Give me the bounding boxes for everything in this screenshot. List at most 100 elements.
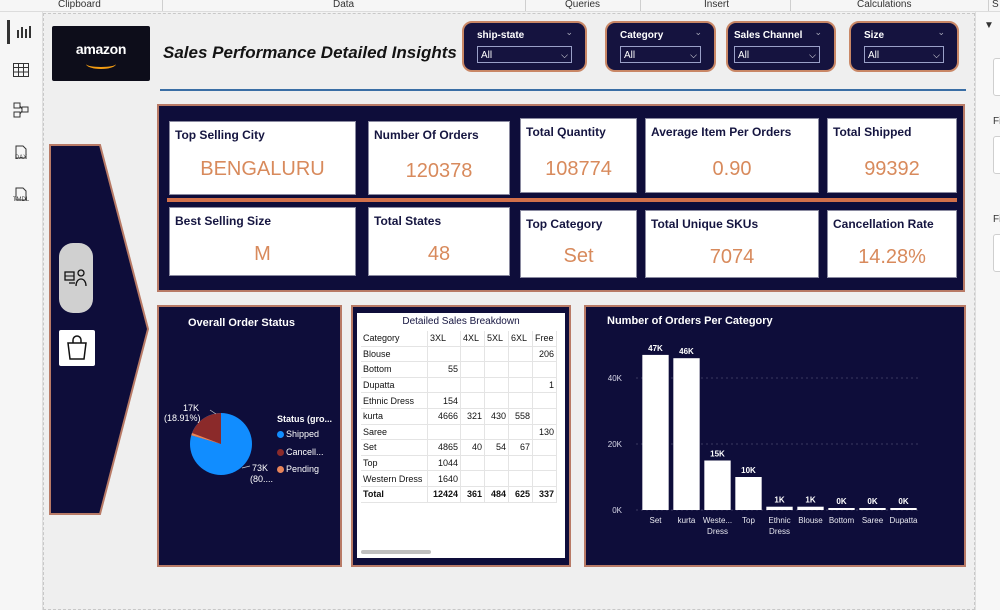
delivery-person-icon (64, 269, 87, 287)
kpi-label: Top Category (526, 217, 603, 231)
matrix-cell (532, 408, 557, 425)
legend-item-shipped[interactable]: Shipped (277, 429, 319, 439)
kpi-card-unique-skus[interactable]: Total Unique SKUs 7074 (645, 210, 819, 278)
sales-breakdown-matrix[interactable]: Detailed Sales Breakdown Category 3XL 4X… (357, 313, 565, 558)
nav-button-detail[interactable] (59, 330, 95, 366)
kpi-card-cancellation[interactable]: Cancellation Rate 14.28% (827, 210, 957, 278)
report-view-icon[interactable] (7, 20, 38, 44)
x-category-label: Ethnic (768, 516, 790, 525)
matrix-horizontal-scrollbar[interactable] (361, 550, 431, 554)
table-row[interactable]: Saree 130 (361, 424, 557, 441)
chevron-down-icon[interactable]: ⌄ (937, 27, 945, 37)
matrix-cell (460, 455, 485, 472)
kpi-value: 0.90 (712, 158, 752, 180)
ribbon-group-clipboard: Clipboard (58, 0, 101, 10)
kpi-value: 7074 (709, 246, 755, 268)
kpi-label: Top Selling City (175, 128, 265, 142)
chevron-down-icon[interactable]: ⌄ (565, 27, 573, 37)
bar-8[interactable] (890, 508, 917, 510)
legend-item-pending[interactable]: Pending (277, 464, 319, 474)
matrix-col-header[interactable]: 5XL (484, 331, 509, 347)
slicer-ship-state[interactable]: ship-state ⌄ All ⌵ (462, 21, 587, 72)
slicer-dropdown[interactable]: All ⌵ (477, 46, 572, 63)
x-category-label: kurta (678, 516, 696, 525)
chevron-down-icon[interactable]: ⌄ (694, 27, 702, 37)
matrix-cell (427, 346, 461, 363)
kpi-label: Total States (374, 214, 442, 228)
matrix-cell (460, 377, 485, 394)
legend-title: Status (gro... (277, 414, 333, 424)
table-view-icon[interactable] (7, 58, 35, 82)
legend-item-cancelled[interactable]: Cancell... (277, 447, 324, 457)
kpi-value: 120378 (405, 160, 473, 182)
bar-data-label: 1K (805, 496, 815, 505)
bar-2[interactable] (704, 460, 731, 511)
matrix-total-cell: 484 (484, 485, 509, 503)
x-category-label: Dupatta (889, 516, 918, 525)
dax-query-view-icon[interactable]: DAX (7, 140, 35, 164)
table-row[interactable]: Set 4865 40 54 67 (361, 439, 557, 456)
matrix-cell (508, 392, 533, 409)
table-row[interactable]: kurta 4666 321 430 558 (361, 408, 557, 425)
kpi-card-quantity[interactable]: Total Quantity 108774 (520, 118, 637, 193)
matrix-col-header[interactable]: Category (361, 331, 428, 347)
matrix-cell (427, 377, 461, 394)
kpi-card-best-size[interactable]: Best Selling Size M (169, 207, 356, 276)
matrix-col-header[interactable]: Free (532, 331, 557, 347)
matrix-cell (484, 455, 509, 472)
bar-4[interactable] (766, 506, 793, 510)
matrix-cell: 321 (460, 408, 485, 425)
table-row[interactable]: Western Dress 1640 (361, 470, 557, 487)
kpi-card-orders[interactable]: Number Of Orders 120378 (368, 121, 510, 195)
page-navigator-shape (49, 144, 150, 515)
matrix-cell (484, 346, 509, 363)
order-status-pie[interactable] (180, 400, 270, 490)
pane-field-box[interactable] (993, 136, 1000, 174)
left-view-rail: DAX TMDL (0, 12, 43, 610)
table-row[interactable]: Ethnic Dress 154 (361, 392, 557, 409)
matrix-col-header[interactable]: 3XL (427, 331, 461, 347)
table-row[interactable]: Blouse 206 (361, 346, 557, 363)
slicer-value: All (738, 50, 750, 61)
nav-button-overview[interactable] (59, 243, 93, 313)
bar-1[interactable] (673, 358, 700, 510)
right-filters-pane: ▼ Fi Fi (975, 12, 1000, 610)
slicer-sales-channel[interactable]: Sales Channel ⌄ All ⌵ (726, 21, 836, 72)
kpi-card-shipped[interactable]: Total Shipped 99392 (827, 118, 957, 193)
tmdl-view-icon[interactable]: TMDL (7, 182, 35, 206)
kpi-card-top-city[interactable]: Top Selling City BENGALURU (169, 121, 356, 195)
matrix-cell: 430 (484, 408, 509, 425)
order-status-panel[interactable] (157, 305, 342, 567)
pie-label-shipped: 73K (252, 463, 269, 473)
kpi-card-avg-items[interactable]: Average Item Per Orders 0.90 (645, 118, 819, 193)
bar-data-label: 0K (836, 497, 846, 506)
bar-6[interactable] (828, 508, 855, 510)
orders-per-category-chart[interactable]: 0K 20K 40K 47K Set 46K kurta 15K Weste... Dress 10… (584, 305, 966, 567)
pane-field-box[interactable] (993, 58, 1000, 96)
matrix-col-header[interactable]: 6XL (508, 331, 533, 347)
table-row[interactable]: Dupatta 1 (361, 377, 557, 394)
pane-field-box[interactable] (993, 234, 1000, 272)
table-row[interactable]: Top 1044 (361, 455, 557, 472)
kpi-card-states[interactable]: Total States 48 (368, 207, 510, 276)
orders-per-category-panel (584, 305, 966, 567)
pane-collapse-chevron-icon[interactable]: ▼ (984, 20, 994, 31)
slicer-size[interactable]: Size ⌄ All ⌵ (849, 21, 959, 72)
bar-3[interactable] (735, 477, 762, 510)
bar-5[interactable] (797, 506, 824, 510)
table-row[interactable]: Bottom 55 (361, 361, 557, 378)
model-view-icon[interactable] (7, 98, 35, 122)
matrix-row-header: Top (361, 455, 428, 472)
logo-smile-icon (86, 59, 116, 69)
matrix-col-header[interactable]: 4XL (460, 331, 485, 347)
matrix-row-header: Blouse (361, 346, 428, 363)
bar-7[interactable] (859, 508, 886, 510)
chevron-down-icon[interactable]: ⌄ (814, 27, 822, 37)
matrix-table[interactable]: Category 3XL 4XL 5XL 6XL Free Blouse 206 B… (361, 331, 557, 503)
kpi-card-top-category[interactable]: Top Category Set (520, 210, 637, 278)
slicer-category[interactable]: Category ⌄ All ⌵ (605, 21, 716, 72)
bar-0[interactable] (642, 354, 669, 510)
slicer-dropdown[interactable]: All ⌵ (620, 46, 701, 63)
slicer-dropdown[interactable]: All ⌵ (734, 46, 820, 63)
slicer-dropdown[interactable]: All ⌵ (864, 46, 944, 63)
